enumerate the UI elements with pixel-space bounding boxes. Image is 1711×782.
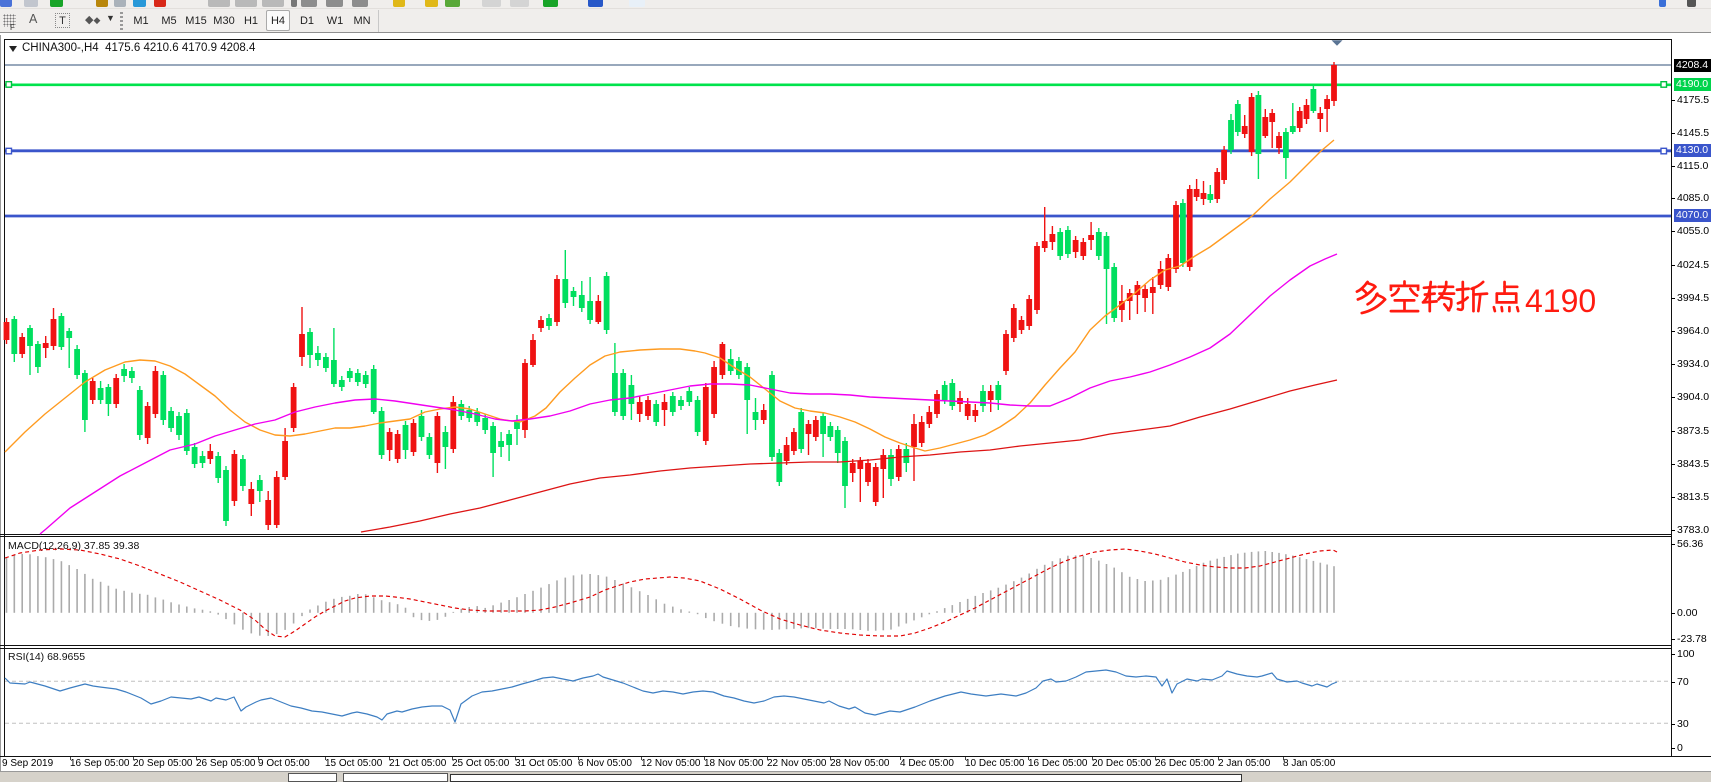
- svg-text:4190: 4190: [1525, 283, 1596, 319]
